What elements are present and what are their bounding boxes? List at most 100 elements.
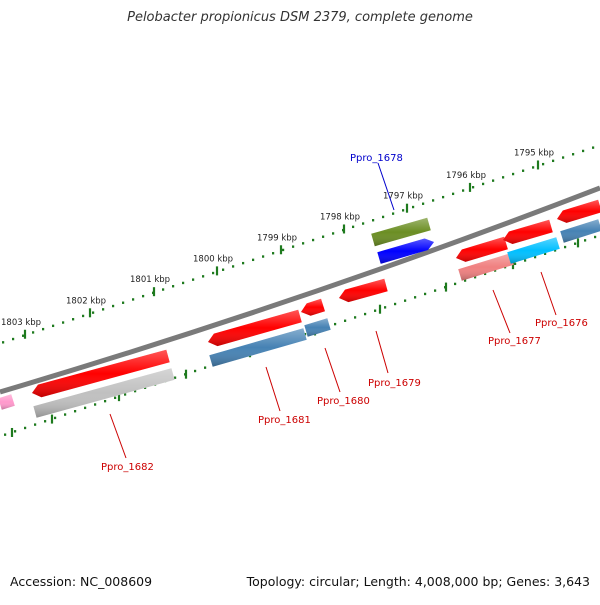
ruler-dot: [12, 338, 14, 340]
ruler-dot: [62, 321, 64, 323]
gene-ppro-1680-shade: [301, 299, 325, 316]
inner-track-dot: [204, 366, 206, 368]
ruler-dot: [582, 150, 584, 152]
ruler-dot: [162, 288, 164, 290]
ruler-dot: [522, 170, 524, 172]
ruler-dot: [452, 193, 454, 195]
ruler-dot: [402, 209, 404, 211]
inner-track-dot: [414, 296, 416, 298]
ruler-dot: [512, 173, 514, 175]
callout-line-1676: [541, 272, 556, 315]
inner-track-dot: [44, 420, 46, 422]
ruler-dot: [32, 331, 34, 333]
inner-track-dot: [84, 407, 86, 409]
ruler-dot: [412, 206, 414, 208]
inner-track-dot: [564, 246, 566, 248]
ruler-dot: [112, 305, 114, 307]
inner-track-dot: [574, 243, 576, 245]
ruler-dot: [182, 282, 184, 284]
map-title: Pelobacter propionicus DSM 2379, complet…: [0, 10, 600, 25]
ruler-label: 1803 kbp: [1, 318, 41, 328]
ruler-label: 1802 kbp: [66, 296, 106, 306]
ruler-dot: [2, 341, 4, 343]
ruler-dot: [502, 176, 504, 178]
ruler-label: 1796 kbp: [446, 171, 486, 181]
inner-track-dot: [24, 427, 26, 429]
ruler-dot: [352, 226, 354, 228]
ruler-dot: [382, 216, 384, 218]
inner-track-dot: [14, 430, 16, 432]
inner-track-dot: [74, 410, 76, 412]
ruler-label: 1800 kbp: [193, 254, 233, 264]
gene-ppro-1680-partner-shade: [304, 318, 330, 336]
ruler-label: 1798 kbp: [320, 212, 360, 222]
inner-track-dot: [434, 289, 436, 291]
ruler-dot: [392, 212, 394, 214]
ruler-dot: [202, 275, 204, 277]
inner-track-dot: [584, 239, 586, 241]
inner-track-dot: [354, 316, 356, 318]
inner-track-dot: [344, 320, 346, 322]
gene-label-ppro-1678[interactable]: Ppro_1678: [350, 153, 403, 164]
inner-track-dot: [334, 323, 336, 325]
gene-edge-left-partner-shade: [0, 394, 15, 409]
inner-track-dot: [404, 299, 406, 301]
inner-track-dot: [384, 306, 386, 308]
gene-label-ppro-1679[interactable]: Ppro_1679: [368, 378, 421, 389]
ruler-dot: [432, 199, 434, 201]
ruler-dot: [372, 219, 374, 221]
inner-track-dot: [424, 293, 426, 295]
inner-track-dot: [454, 283, 456, 285]
inner-track-dot: [194, 370, 196, 372]
genome-map-canvas: 1795 kbp1796 kbp1797 kbp1798 kbp1799 kbp…: [0, 0, 600, 600]
inner-track-dot: [374, 310, 376, 312]
gene-labels: Ppro_1676 Ppro_1677 Ppro_1678 Ppro_1679 …: [101, 153, 588, 473]
accession-text: Accession: NC_008609: [10, 574, 152, 589]
ruler-dot: [22, 335, 24, 337]
inner-track-dot: [524, 259, 526, 261]
callout-line-1680: [325, 348, 340, 392]
ruler-dot: [122, 302, 124, 304]
ruler-label: 1799 kbp: [257, 233, 297, 243]
gene-label-ppro-1677[interactable]: Ppro_1677: [488, 336, 541, 347]
gene-label-ppro-1681[interactable]: Ppro_1681: [258, 415, 311, 426]
inner-track-dot: [104, 400, 106, 402]
ruler-dot: [332, 232, 334, 234]
callout-line-1679: [376, 331, 388, 373]
ruler-dot: [482, 183, 484, 185]
callout-line-1677: [493, 290, 510, 333]
gene-label-ppro-1682[interactable]: Ppro_1682: [101, 462, 154, 473]
ruler-dot: [72, 318, 74, 320]
ruler-dot: [92, 311, 94, 313]
inner-track-dot: [394, 303, 396, 305]
ruler-dot: [472, 186, 474, 188]
ruler-dot: [102, 308, 104, 310]
ruler-dot: [232, 265, 234, 267]
ruler-dot: [532, 166, 534, 168]
ruler-dot: [142, 295, 144, 297]
gene-label-ppro-1680[interactable]: Ppro_1680: [317, 396, 370, 407]
callout-line-1682: [110, 414, 126, 458]
inner-track-dot: [174, 377, 176, 379]
ruler-dot: [442, 196, 444, 198]
inner-track-dot: [64, 413, 66, 415]
inner-track-dot: [4, 433, 6, 435]
ruler-dot: [292, 245, 294, 247]
genome-map: 1795 kbp 1796 kbp 1797 kbp 1798 kbp 1799 kbp…: [0, 0, 600, 600]
ruler-dot: [542, 163, 544, 165]
gene-label-ppro-1676[interactable]: Ppro_1676: [535, 318, 588, 329]
ruler-dot: [262, 255, 264, 257]
ruler-label: 1801 kbp: [130, 275, 170, 285]
ruler-dot: [322, 236, 324, 238]
ruler-dot: [252, 259, 254, 261]
ruler-dot: [222, 269, 224, 271]
ruler-dot: [562, 156, 564, 158]
inner-track-dot: [514, 263, 516, 265]
ruler-dot: [302, 242, 304, 244]
gene-edge-right-partner-shade: [560, 219, 600, 242]
genome-summary-text: Topology: circular; Length: 4,008,000 bp…: [247, 574, 590, 589]
ruler-dot: [592, 146, 594, 148]
ruler-dot: [312, 239, 314, 241]
ruler-dot: [172, 285, 174, 287]
ruler-dot: [572, 153, 574, 155]
